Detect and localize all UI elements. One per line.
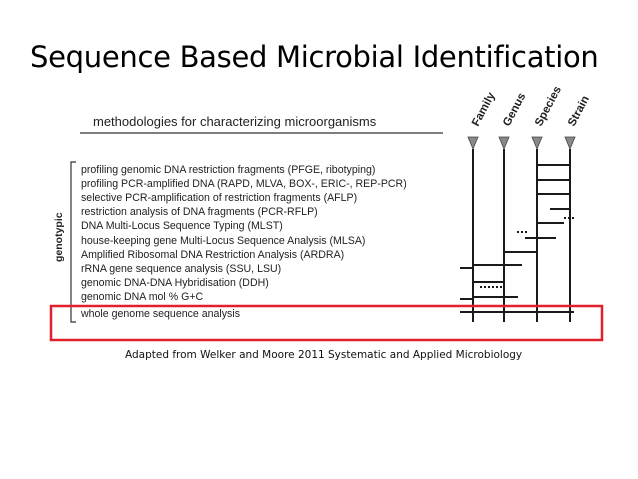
- rank-label-species: Species: [533, 84, 564, 128]
- method-label: Amplified Ribosomal DNA Restriction Anal…: [81, 249, 344, 261]
- method-label: profiling PCR-amplified DNA (RAPD, MLVA,…: [81, 178, 407, 190]
- method-label-highlighted: whole genome sequence analysis: [80, 308, 240, 320]
- rank-label-strain: Strain: [566, 94, 592, 128]
- rank-marker-genus: [498, 136, 510, 151]
- rank-label-family: Family: [470, 90, 498, 128]
- dotted-extensions: [480, 217, 576, 288]
- rank-marker-strain: [564, 136, 576, 151]
- method-label: selective PCR-amplification of restricti…: [81, 192, 357, 204]
- diagram-heading: methodologies for characterizing microor…: [93, 114, 377, 129]
- method-label: DNA Multi-Locus Sequence Typing (MLST): [81, 220, 283, 232]
- rank-label-genus: Genus: [501, 91, 528, 128]
- genotypic-label: genotypic: [53, 212, 65, 262]
- genotypic-bracket: [70, 161, 76, 323]
- highlight-box: [49, 304, 604, 342]
- rank-marker-species: [531, 136, 543, 151]
- method-label: genomic DNA-DNA Hybridisation (DDH): [81, 277, 269, 289]
- method-label: rRNA gene sequence analysis (SSU, LSU): [81, 263, 281, 275]
- rank-marker-family: [467, 136, 479, 151]
- figure-caption: Adapted from Welker and Moore 2011 Syste…: [125, 349, 523, 361]
- method-label: house-keeping gene Multi-Locus Sequence …: [81, 235, 365, 247]
- method-label: restriction analysis of DNA fragments (P…: [81, 206, 318, 218]
- slide-title: Sequence Based Microbial Identification: [30, 40, 599, 74]
- method-label: profiling genomic DNA restriction fragme…: [81, 164, 375, 176]
- method-label: genomic DNA mol % G+C: [81, 291, 204, 303]
- resolution-bars: [460, 164, 574, 313]
